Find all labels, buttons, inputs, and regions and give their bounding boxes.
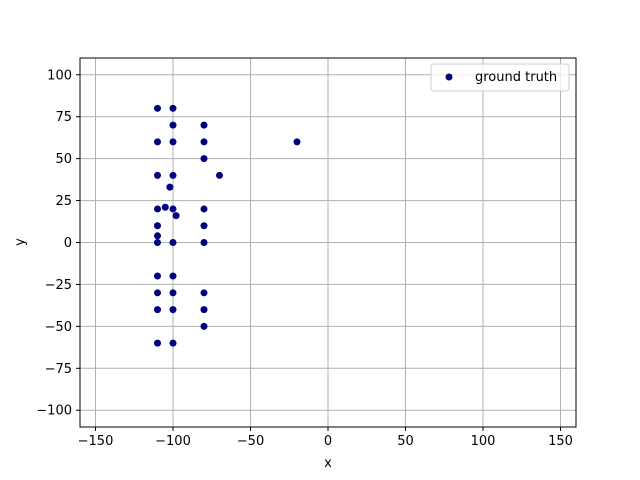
data-point <box>166 183 174 191</box>
legend: ground truth <box>430 63 570 92</box>
y-tick-label: −100 <box>36 404 72 419</box>
data-point <box>154 272 161 280</box>
data-point <box>154 171 161 179</box>
y-tick-label: 0 <box>64 236 72 251</box>
data-point <box>154 232 161 240</box>
data-points <box>154 104 301 347</box>
x-axis-label: x <box>324 456 332 471</box>
y-tick-label: 50 <box>55 152 72 167</box>
data-point <box>154 239 161 246</box>
data-point <box>200 322 208 330</box>
data-point <box>169 138 177 146</box>
data-point <box>216 171 223 179</box>
data-point <box>161 203 169 211</box>
data-point <box>172 212 180 220</box>
data-point <box>154 222 161 230</box>
data-point <box>200 306 208 314</box>
data-point <box>169 272 177 280</box>
data-point <box>169 104 177 112</box>
data-point <box>154 339 161 347</box>
data-point <box>169 121 177 129</box>
data-point <box>293 138 301 146</box>
data-point <box>154 138 161 146</box>
x-tick-label: 0 <box>324 434 332 449</box>
y-tick-label: 75 <box>55 110 72 125</box>
y-tick-label: 100 <box>47 68 72 83</box>
data-point <box>154 306 161 314</box>
y-tick-label: −50 <box>45 320 72 335</box>
data-point <box>200 121 208 129</box>
data-point <box>200 138 208 146</box>
y-tick-label: 25 <box>55 194 72 209</box>
x-tick-label: 50 <box>397 434 414 449</box>
x-tick-label: −50 <box>237 434 264 449</box>
data-point <box>154 289 161 297</box>
y-tick-label: −25 <box>45 278 72 293</box>
data-point <box>200 222 208 230</box>
data-point <box>169 339 177 347</box>
data-point <box>169 171 177 179</box>
data-point <box>169 205 177 213</box>
grid <box>80 58 576 427</box>
data-point <box>200 289 208 297</box>
legend-box <box>430 63 570 92</box>
y-axis-label: y <box>13 238 28 246</box>
data-point <box>200 155 208 163</box>
y-axis: −100 −75 −50 −25 0 25 50 75 100 <box>36 68 80 419</box>
data-point <box>200 239 208 246</box>
data-point <box>200 205 208 213</box>
y-tick-label: −75 <box>45 362 72 377</box>
data-point <box>154 205 161 213</box>
data-point <box>169 239 177 246</box>
x-tick-label: −100 <box>155 434 191 449</box>
legend-label: ground truth <box>475 70 557 85</box>
data-point <box>169 289 177 297</box>
data-point <box>154 104 161 112</box>
x-tick-label: 100 <box>471 434 496 449</box>
x-tick-label: −150 <box>78 434 114 449</box>
x-tick-label: 150 <box>548 434 573 449</box>
legend-marker <box>445 73 453 81</box>
x-axis: −150 −100 −50 0 50 100 150 <box>78 427 573 449</box>
data-point <box>169 306 177 314</box>
